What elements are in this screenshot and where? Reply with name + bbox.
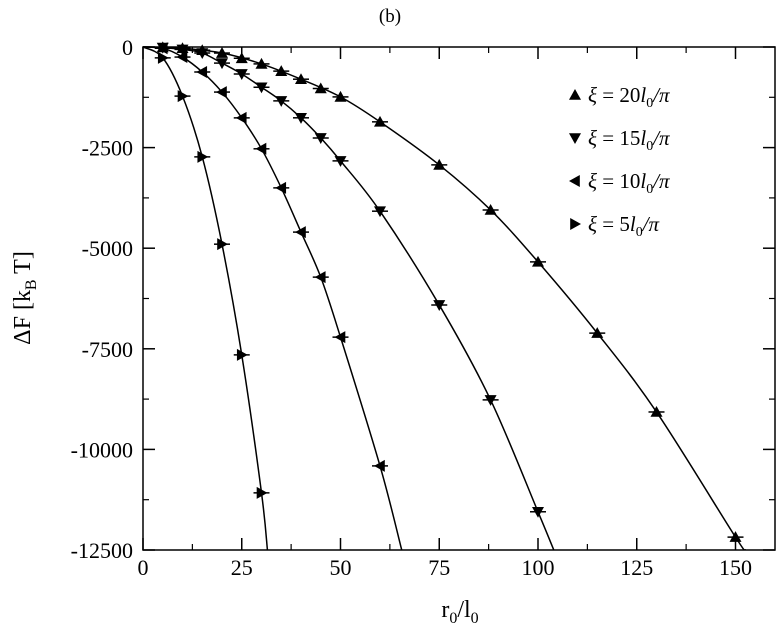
y-tick-label: -2500 — [82, 136, 133, 161]
legend-marker-triangle-left — [569, 175, 580, 187]
x-tick-label: 0 — [138, 555, 149, 580]
x-tick-label: 125 — [620, 555, 653, 580]
data-point-triangle-right — [217, 238, 228, 251]
fit-curve-triangle-left — [143, 46, 403, 550]
x-tick-label: 25 — [231, 555, 253, 580]
y-tick-label: 0 — [122, 35, 133, 60]
data-point-triangle-up — [433, 158, 446, 170]
data-point-triangle-up — [295, 73, 307, 84]
data-point-triangle-up — [275, 65, 288, 76]
data-point-triangle-left — [196, 65, 208, 78]
data-point-triangle-left — [235, 111, 247, 124]
data-point-triangle-up — [484, 203, 497, 215]
data-point-triangle-left — [176, 51, 188, 64]
x-tick-label: 150 — [719, 555, 752, 580]
data-point-triangle-up — [729, 531, 742, 542]
data-point-triangle-down — [235, 69, 248, 80]
data-point-triangle-left — [314, 271, 326, 284]
data-point-triangle-left — [156, 42, 168, 55]
x-tick-label: 75 — [428, 555, 450, 580]
data-point-triangle-left — [334, 331, 346, 344]
legend-label: ξ = 15l0/π — [588, 126, 670, 154]
chart-title: (b) — [379, 6, 401, 27]
data-point-triangle-up — [591, 327, 604, 338]
y-axis-label: ΔF [kB T] — [10, 251, 40, 345]
data-point-triangle-down — [216, 58, 228, 70]
x-axis-label: r0/l0 — [441, 597, 478, 627]
data-point-triangle-up — [235, 52, 248, 64]
x-tick-label: 50 — [330, 555, 352, 580]
data-point-triangle-up — [650, 405, 663, 417]
data-point-triangle-down — [255, 82, 268, 94]
data-point-triangle-right — [236, 348, 248, 361]
y-tick-label: -5000 — [82, 236, 133, 261]
data-point-triangle-up — [374, 115, 386, 127]
data-point-triangle-down — [532, 506, 544, 518]
legend-label: ξ = 5l0/π — [588, 212, 660, 240]
data-point-triangle-down — [275, 96, 288, 107]
data-point-triangle-right — [157, 51, 169, 64]
data-point-triangle-down — [484, 395, 497, 406]
data-point-triangle-down — [295, 113, 307, 124]
data-point-triangle-right — [197, 150, 209, 163]
data-point-triangle-up — [255, 57, 268, 69]
fit-curve-triangle-down — [143, 46, 555, 550]
data-point-triangle-left — [275, 181, 287, 194]
data-point-triangle-up — [532, 255, 544, 267]
data-point-triangle-left — [374, 459, 385, 472]
data-point-triangle-down — [314, 133, 327, 144]
data-point-triangle-left — [295, 226, 306, 239]
fit-curve-triangle-right — [143, 46, 269, 550]
legend-label: ξ = 10l0/π — [588, 169, 670, 197]
y-tick-label: -10000 — [71, 437, 133, 462]
legend-marker-triangle-right — [570, 218, 581, 230]
data-point-triangle-down — [433, 300, 446, 311]
legend-label: ξ = 20l0/π — [588, 83, 670, 111]
y-tick-label: -7500 — [82, 337, 133, 362]
data-point-triangle-up — [334, 90, 347, 102]
data-point-triangle-right — [256, 486, 268, 499]
fit-curve-triangle-up — [143, 46, 746, 550]
data-point-triangle-right — [177, 90, 189, 103]
data-point-triangle-up — [314, 82, 327, 94]
data-point-triangle-down — [196, 48, 209, 60]
data-point-triangle-left — [216, 86, 227, 99]
data-point-triangle-down — [374, 206, 386, 218]
legend-marker-triangle-down — [569, 133, 581, 144]
data-point-triangle-left — [255, 142, 267, 155]
x-tick-label: 100 — [522, 555, 555, 580]
y-tick-label: -12500 — [71, 538, 133, 563]
data-point-triangle-down — [334, 156, 347, 167]
data-point-triangle-up — [216, 47, 228, 58]
legend-marker-triangle-up — [569, 89, 581, 100]
plot-frame — [142, 46, 776, 551]
data-point-triangle-down — [176, 44, 189, 56]
